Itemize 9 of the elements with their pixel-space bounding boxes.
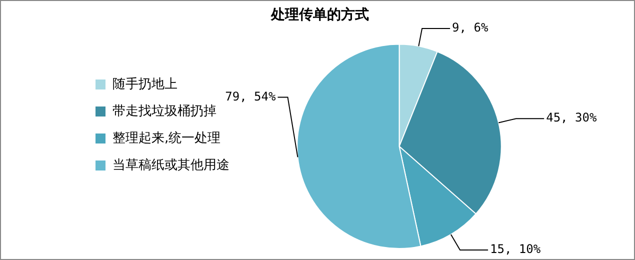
legend-label: 随手扔地上 — [112, 76, 178, 92]
chart-title: 处理传单的方式 — [270, 6, 369, 24]
data-label: 15, 10% — [490, 242, 542, 256]
legend-label: 整理起来,统一处理 — [112, 130, 221, 146]
legend-label: 当草稿纸或其他用途 — [112, 158, 230, 173]
data-label: 79, 54% — [225, 89, 276, 104]
data-label: 45, 30% — [546, 110, 598, 125]
legend-label: 带走找垃圾桶扔掉 — [112, 104, 216, 119]
data-label: 9, 6% — [452, 20, 489, 35]
